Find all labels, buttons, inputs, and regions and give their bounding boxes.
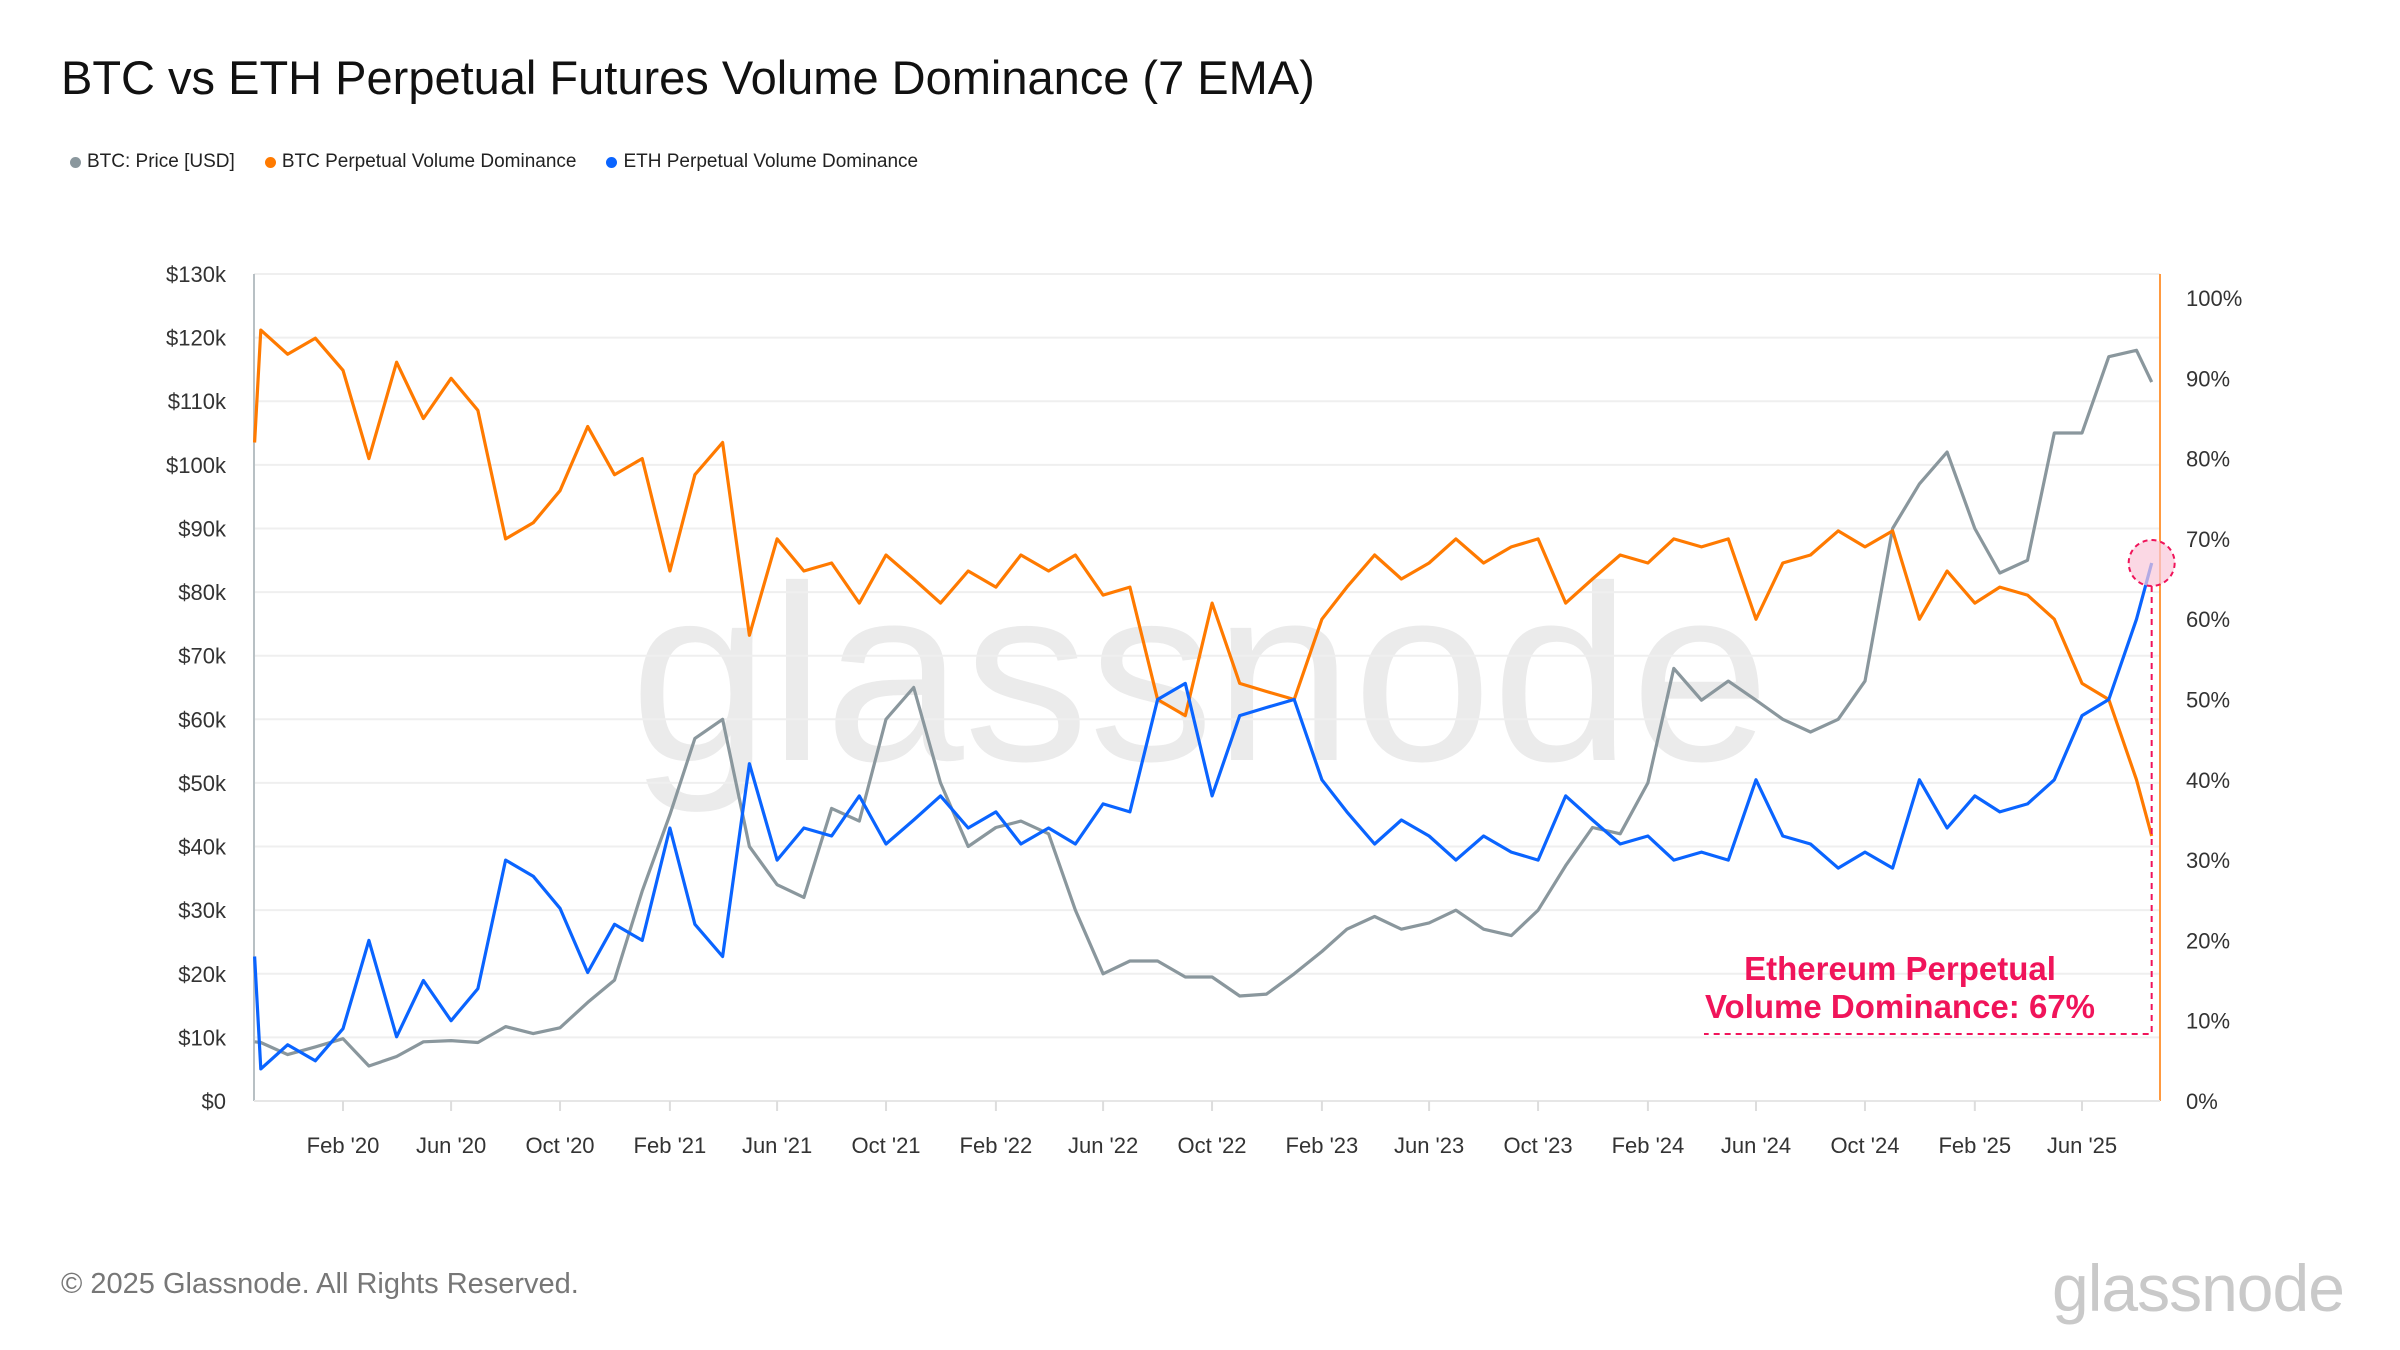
series-lines [253, 328, 2154, 1071]
legend-dot [264, 156, 276, 168]
legend-dot [70, 156, 81, 168]
x-tick-label: Jun '21 [742, 1133, 812, 1158]
y-left-tick-label: $90k [178, 516, 227, 541]
x-tick-label: Oct '20 [526, 1133, 595, 1158]
y-left-tick-label: $60k [178, 707, 227, 732]
x-axis-labels: Feb '20 Jun '20 Oct '20 Feb '21 Jun '21 Oct '… [307, 1101, 2117, 1158]
legend-dot [606, 156, 618, 168]
x-tick-label: Jun '25 [2047, 1133, 2117, 1158]
eth-dominance-line [253, 562, 2154, 1071]
y-right-tick-label: 70% [2186, 527, 2230, 552]
y-left-tick-label: $50k [178, 771, 227, 796]
x-tick-label: Oct '24 [1830, 1133, 1899, 1158]
copyright-footer: © 2025 Glassnode. All Rights Reserved. [61, 1268, 579, 1300]
x-tick-label: Jun '24 [1721, 1133, 1791, 1158]
watermark: glassnode [630, 534, 1770, 813]
y-right-tick-label: 80% [2186, 447, 2230, 472]
annotation-line-2: Volume Dominance: 67% [1705, 988, 2095, 1025]
left-axis-labels: $0 $10k $20k $30k $40k $50k $60k $70k $80k $90k $1… [166, 262, 227, 1114]
y-left-tick-label: $0 [202, 1089, 226, 1114]
legend-item-eth-dominance[interactable]: ETH Perpetual Volume Dominance [606, 151, 918, 173]
y-left-tick-label: $10k [178, 1025, 227, 1050]
y-left-tick-label: $30k [178, 898, 227, 923]
x-tick-label: Oct '22 [1178, 1133, 1247, 1158]
x-tick-label: Jun '22 [1068, 1133, 1138, 1158]
y-left-tick-label: $40k [178, 835, 227, 860]
y-right-tick-label: 50% [2186, 688, 2230, 713]
y-left-tick-label: $120k [166, 326, 227, 351]
x-tick-label: Feb '20 [307, 1133, 380, 1158]
annotation: Ethereum Perpetual Volume Dominance: 67% [1704, 538, 2176, 1035]
y-left-tick-label: $70k [178, 644, 227, 669]
y-left-tick-label: $130k [166, 262, 227, 287]
legend-label: BTC Perpetual Volume Dominance [281, 151, 577, 172]
y-right-tick-label: 30% [2186, 848, 2230, 873]
x-tick-label: Feb '25 [1938, 1133, 2011, 1158]
x-tick-label: Feb '22 [960, 1133, 1033, 1158]
y-right-tick-label: 60% [2186, 607, 2230, 632]
right-axis-labels: 0% 10% 20% 30% 40% 50% 60% 70% 80% 90% 100% [2186, 286, 2242, 1114]
y-right-tick-label: 90% [2186, 366, 2230, 391]
y-right-tick-label: 100% [2186, 286, 2242, 311]
x-tick-label: Feb '24 [1612, 1133, 1685, 1158]
x-tick-label: Feb '23 [1286, 1133, 1359, 1158]
y-left-tick-label: $80k [178, 580, 227, 605]
x-tick-label: Feb '21 [634, 1133, 707, 1158]
annotation-line-1: Ethereum Perpetual [1744, 950, 2056, 987]
y-right-tick-label: 10% [2186, 1009, 2230, 1034]
legend-label: ETH Perpetual Volume Dominance [623, 151, 919, 172]
legend-item-btc-dominance[interactable]: BTC Perpetual Volume Dominance [264, 151, 577, 173]
legend: BTC: Price [USD] BTC Perpetual Volume Do… [70, 151, 918, 173]
glassnode-logo: glassnode [2052, 1251, 2345, 1325]
y-right-tick-label: 0% [2186, 1089, 2218, 1114]
x-tick-label: Jun '20 [416, 1133, 486, 1158]
x-tick-label: Jun '23 [1394, 1133, 1464, 1158]
btc-price-line [254, 348, 2154, 1068]
legend-label: BTC: Price [USD] [87, 151, 235, 172]
y-left-tick-label: $20k [178, 962, 227, 987]
chart-title: BTC vs ETH Perpetual Futures Volume Domi… [61, 51, 1315, 104]
btc-dominance-line [253, 328, 2154, 837]
y-right-tick-label: 40% [2186, 768, 2230, 793]
y-left-tick-label: $110k [168, 389, 227, 414]
legend-item-btc-price[interactable]: BTC: Price [USD] [70, 151, 235, 173]
x-tick-label: Oct '23 [1504, 1133, 1573, 1158]
highlight-circle [2127, 538, 2176, 587]
y-right-tick-label: 20% [2186, 928, 2230, 953]
x-tick-label: Oct '21 [852, 1133, 921, 1158]
y-left-tick-label: $100k [166, 453, 227, 478]
